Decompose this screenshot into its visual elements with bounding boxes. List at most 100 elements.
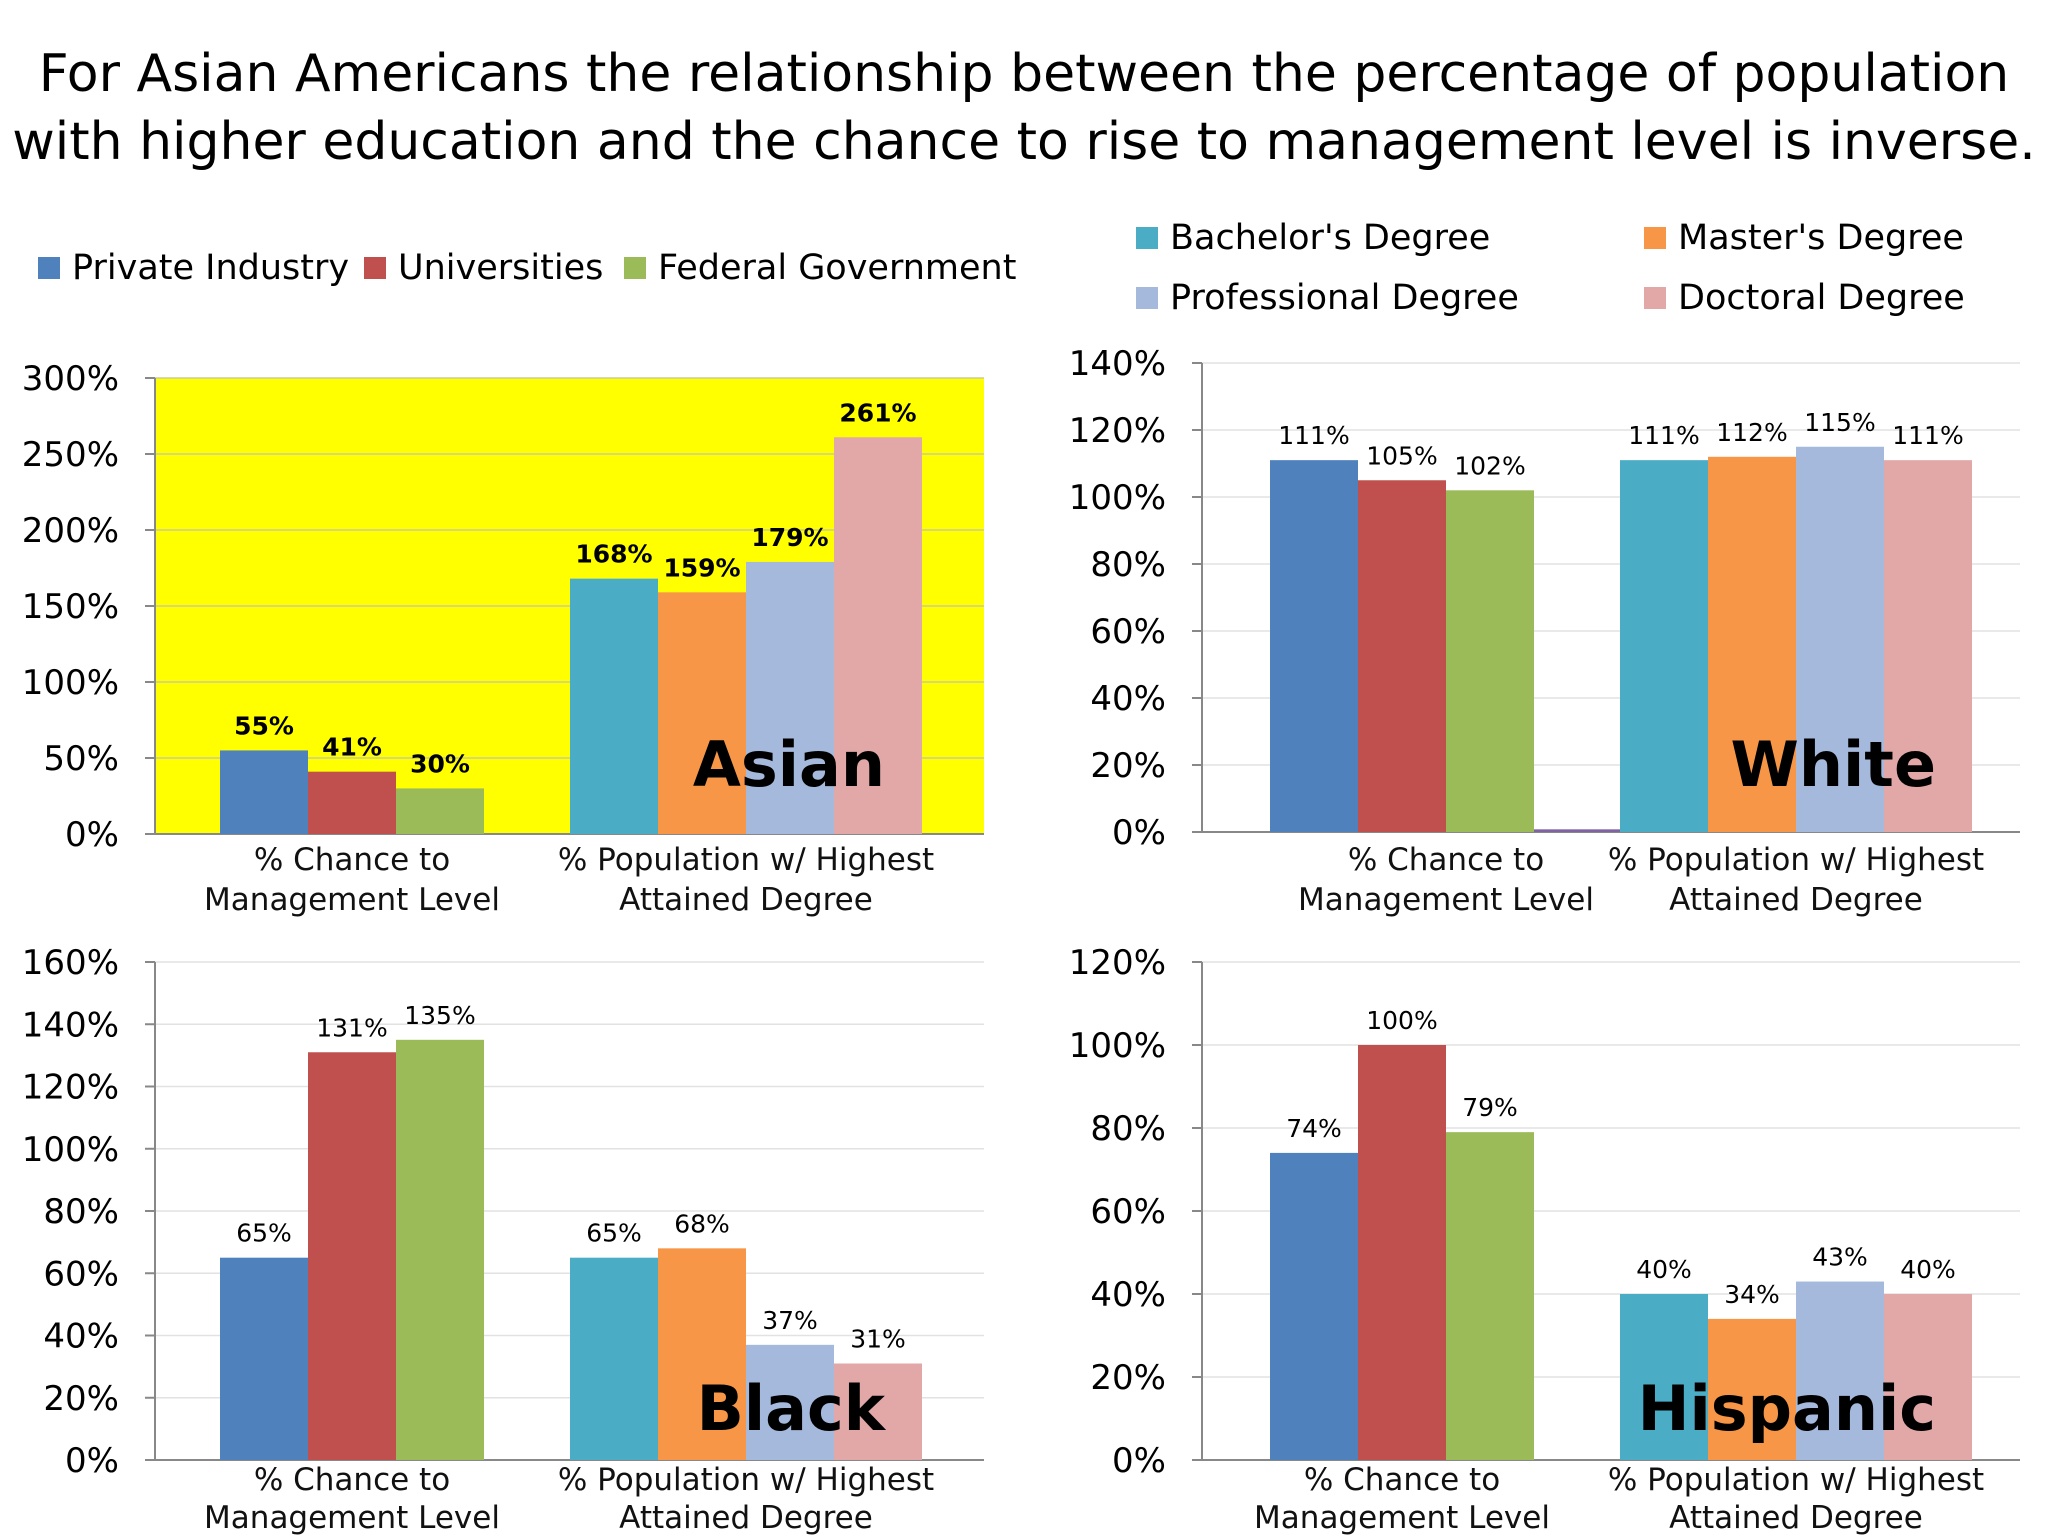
data-label: 261% — [839, 398, 916, 427]
category-label: Management Level — [1298, 882, 1594, 918]
y-tick-label: 0% — [1112, 813, 1166, 853]
data-label: 31% — [850, 1325, 906, 1354]
y-tick-label: 100% — [1069, 1026, 1166, 1066]
y-tick-label: 100% — [1069, 478, 1166, 518]
y-tick-label: 40% — [1090, 1275, 1166, 1315]
panel-label-asian: Asian — [693, 728, 885, 801]
y-tick-label: 120% — [1069, 943, 1166, 983]
data-label: 111% — [1628, 421, 1699, 450]
y-tick-label: 40% — [43, 1317, 119, 1357]
y-tick-label: 80% — [43, 1192, 119, 1232]
data-label: 102% — [1454, 451, 1525, 480]
y-tick-label: 20% — [43, 1379, 119, 1419]
y-tick-label: 200% — [22, 511, 119, 551]
bar-doctoral-degree — [1884, 460, 1972, 832]
legend-swatch-federal-government — [624, 257, 646, 279]
data-label: 105% — [1366, 441, 1437, 470]
data-label: 40% — [1636, 1255, 1692, 1284]
category-label: Management Level — [204, 882, 500, 918]
chart-asian: 0% 50% 100% 150% 200% 250% 300% 55% 41% 30% % Chan… — [22, 359, 984, 918]
bar-federal-government — [1446, 1132, 1534, 1460]
y-tick-label: 0% — [65, 1441, 119, 1481]
y-tick-label: 80% — [1090, 1109, 1166, 1149]
legend-item-professional-degree: Professional Degree — [1136, 278, 1519, 318]
bar-bachelor-s-degree — [570, 578, 658, 834]
bar-federal-government — [1446, 490, 1534, 832]
bar-private-industry — [1270, 460, 1358, 832]
legend-label-doctoral-degree: Doctoral Degree — [1678, 278, 1965, 318]
data-label: 55% — [234, 711, 294, 740]
y-tick-label: 160% — [22, 943, 119, 983]
chart-white: 0% 20% 40% 60% 80% 100% 120% 140% 111% 105% 102% % … — [1069, 344, 2020, 918]
bar-bachelor-s-degree — [1620, 460, 1708, 832]
category-label: Management Level — [204, 1500, 500, 1536]
data-label: 40% — [1900, 1255, 1956, 1284]
bar-universities — [1358, 480, 1446, 832]
legend-label-universities: Universities — [398, 248, 604, 288]
bar-universities — [308, 1052, 396, 1460]
data-label: 34% — [1724, 1280, 1780, 1309]
y-tick-label: 0% — [65, 815, 119, 855]
data-label: 131% — [316, 1013, 387, 1042]
y-tick-label: 120% — [22, 1068, 119, 1108]
bar-master-s-degree — [658, 592, 746, 834]
legend-swatch-masters-degree — [1644, 227, 1666, 249]
data-label: 37% — [762, 1306, 818, 1335]
page-title-line-2: with higher education and the chance to … — [12, 112, 2036, 172]
data-label: 79% — [1462, 1093, 1518, 1122]
bar-master-s-degree — [658, 1248, 746, 1460]
category-label: Attained Degree — [1669, 882, 1923, 918]
legend-swatch-bachelors-degree — [1136, 227, 1158, 249]
legend-item-universities: Universities — [364, 248, 603, 288]
bar-master-s-degree — [1708, 1318, 1796, 1460]
data-label: 115% — [1804, 408, 1875, 437]
bar-professional-degree — [1796, 1281, 1884, 1460]
data-label: 100% — [1366, 1006, 1437, 1035]
y-tick-label: 140% — [22, 1005, 119, 1045]
bar-professional-degree — [1796, 446, 1884, 832]
category-label: % Chance to — [254, 842, 450, 878]
legend-item-doctoral-degree: Doctoral Degree — [1644, 278, 1965, 318]
y-tick-label: 60% — [1090, 612, 1166, 652]
category-label: % Population w/ Highest — [1608, 842, 1984, 878]
y-tick-label: 40% — [1090, 679, 1166, 719]
data-label: 41% — [322, 733, 382, 762]
bar-private-industry — [1270, 1152, 1358, 1460]
category-label: Attained Degree — [619, 882, 873, 918]
bar-doctoral-degree — [1884, 1294, 1972, 1460]
category-label: % Chance to — [1348, 842, 1544, 878]
y-tick-label: 250% — [22, 435, 119, 475]
chart-black: 0% 20% 40% 60% 80% 100% 120% 140% 160% 65% 131% 135… — [22, 943, 984, 1536]
y-tick-label: 80% — [1090, 545, 1166, 585]
bar-federal-government — [396, 788, 484, 834]
legend-swatch-private-industry — [38, 257, 60, 279]
bar-universities — [308, 771, 396, 834]
legend-item-masters-degree: Master's Degree — [1644, 218, 1964, 258]
y-tick-label: 120% — [1069, 411, 1166, 451]
data-label: 65% — [236, 1219, 292, 1248]
y-tick-label: 60% — [1090, 1192, 1166, 1232]
data-label: 168% — [575, 540, 652, 569]
data-label: 111% — [1278, 421, 1349, 450]
data-label: 179% — [751, 523, 828, 552]
y-tick-label: 140% — [1069, 344, 1166, 384]
y-tick-label: 0% — [1112, 1441, 1166, 1481]
bar-federal-government — [396, 1039, 484, 1460]
category-label: Management Level — [1254, 1500, 1550, 1536]
bar-doctoral-degree — [834, 437, 922, 834]
y-tick-label: 150% — [22, 587, 119, 627]
legend-swatch-universities — [364, 257, 386, 279]
category-label: Attained Degree — [1669, 1500, 1923, 1536]
legend-label-private-industry: Private Industry — [72, 248, 350, 288]
chart-hispanic: 0% 20% 40% 60% 80% 100% 120% 74% 100% 79% % Chance… — [1069, 943, 2020, 1536]
bar-professional-degree — [746, 561, 834, 834]
panel-label-hispanic: Hispanic — [1638, 1372, 1936, 1445]
bar-professional-degree — [746, 1344, 834, 1460]
y-tick-label: 100% — [22, 1130, 119, 1170]
legend-swatch-doctoral-degree — [1644, 287, 1666, 309]
legend-item-federal-government: Federal Government — [624, 248, 1016, 288]
y-tick-label: 20% — [1090, 746, 1166, 786]
data-label: 112% — [1716, 418, 1787, 447]
category-label: % Chance to — [254, 1462, 450, 1498]
legend-label-federal-government: Federal Government — [658, 248, 1017, 288]
